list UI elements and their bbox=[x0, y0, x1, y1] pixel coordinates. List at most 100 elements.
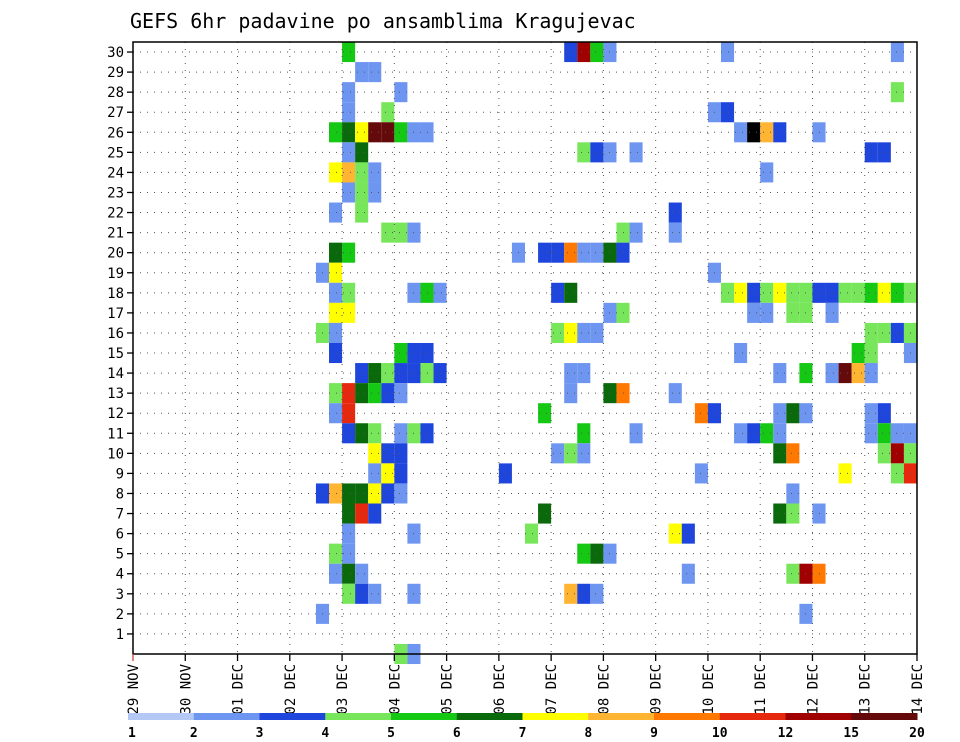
heatmap-cell bbox=[694, 463, 708, 484]
heatmap-cell bbox=[394, 423, 408, 444]
x-tick-label: 13 DEC bbox=[858, 664, 874, 715]
heatmap-cell bbox=[368, 162, 382, 183]
heatmap-cell bbox=[747, 282, 761, 303]
heatmap-cell bbox=[381, 443, 395, 464]
x-tick-label: 11 DEC bbox=[753, 664, 769, 715]
x-tick-label: 06 DEC bbox=[492, 664, 508, 715]
heatmap-cell bbox=[368, 503, 382, 524]
colorbar-swatch bbox=[719, 713, 786, 720]
heatmap-cell bbox=[355, 182, 369, 203]
heatmap-cell bbox=[355, 62, 369, 83]
colorbar-swatch bbox=[456, 713, 523, 720]
heatmap-cell bbox=[786, 302, 800, 323]
y-axis: 1234567891011121314151617181920212223242… bbox=[107, 45, 133, 643]
heatmap-cell bbox=[329, 383, 343, 404]
heatmap-cell bbox=[838, 363, 852, 384]
heatmap-cell bbox=[851, 342, 865, 364]
heatmap-cell bbox=[538, 403, 552, 424]
heatmap-cell bbox=[329, 322, 343, 343]
heatmap-cell bbox=[773, 443, 787, 464]
heatmap-cell bbox=[877, 142, 891, 163]
heatmap-cell bbox=[590, 543, 604, 564]
heatmap-cell bbox=[877, 423, 891, 444]
heatmap-cell bbox=[851, 282, 865, 303]
heatmap-cell bbox=[342, 583, 356, 604]
y-tick-label: 9 bbox=[116, 466, 124, 482]
heatmap-cell bbox=[342, 242, 356, 263]
x-tick-label: 10 DEC bbox=[701, 664, 717, 715]
heatmap-cell bbox=[864, 142, 878, 163]
heatmap-cell bbox=[890, 282, 904, 303]
y-tick-label: 30 bbox=[107, 45, 124, 61]
heatmap-cell bbox=[721, 102, 735, 123]
colorbar-label: 9 bbox=[650, 726, 658, 741]
heatmap-cell bbox=[381, 383, 395, 404]
heatmap-cell bbox=[864, 322, 878, 343]
heatmap-cell bbox=[368, 122, 382, 143]
heatmap-cell bbox=[564, 363, 578, 384]
heatmap-cell bbox=[368, 463, 382, 484]
colorbar-swatch bbox=[851, 713, 918, 720]
heatmap-cell bbox=[786, 503, 800, 524]
heatmap-cell bbox=[355, 503, 369, 524]
heatmap-cell bbox=[551, 443, 565, 464]
heatmap-cell bbox=[864, 282, 878, 303]
x-tick-label: 29 NOV bbox=[126, 663, 142, 714]
heatmap-cell bbox=[329, 342, 343, 364]
heatmap-cell bbox=[825, 302, 839, 323]
colorbar: 1 2 3 4 5 6 7 8 9 10 12 15 20 bbox=[128, 713, 925, 741]
heatmap-cell bbox=[747, 302, 761, 323]
heatmap-cell bbox=[551, 322, 565, 343]
heatmap-cell bbox=[368, 583, 382, 604]
y-tick-label: 25 bbox=[107, 145, 124, 161]
x-tick-label: 09 DEC bbox=[649, 664, 665, 715]
x-tick-label: 05 DEC bbox=[440, 664, 456, 715]
y-tick-label: 26 bbox=[107, 125, 124, 141]
y-tick-label: 23 bbox=[107, 185, 124, 201]
y-tick-label: 18 bbox=[107, 286, 124, 302]
heatmap-cell bbox=[773, 122, 787, 143]
x-tick-label: 03 DEC bbox=[335, 664, 351, 715]
heatmap-cell bbox=[355, 583, 369, 604]
heatmap-cell bbox=[734, 282, 748, 303]
heatmap-cell bbox=[864, 363, 878, 384]
heatmap-cell bbox=[342, 403, 356, 424]
heatmap-cell bbox=[877, 282, 891, 303]
heatmap-cell bbox=[355, 423, 369, 444]
heatmap-cell bbox=[342, 563, 356, 584]
grid-lines bbox=[133, 42, 917, 654]
heatmap-cell bbox=[786, 443, 800, 464]
heatmap-cell bbox=[786, 282, 800, 303]
heatmap-cell bbox=[394, 463, 408, 484]
heatmap-cell bbox=[590, 242, 604, 263]
y-tick-label: 5 bbox=[116, 547, 124, 563]
heatmap-cells bbox=[315, 42, 917, 665]
heatmap-cell bbox=[342, 182, 356, 203]
heatmap-cell bbox=[564, 383, 578, 404]
heatmap-cell bbox=[342, 423, 356, 444]
heatmap-cell bbox=[590, 322, 604, 343]
heatmap-cell bbox=[890, 322, 904, 343]
heatmap-cell bbox=[355, 162, 369, 183]
heatmap-cell bbox=[551, 282, 565, 303]
heatmap-cell bbox=[329, 122, 343, 143]
heatmap-cell bbox=[668, 523, 682, 544]
heatmap-cell bbox=[773, 282, 787, 303]
heatmap-cell bbox=[668, 383, 682, 404]
heatmap-cell bbox=[864, 342, 878, 364]
heatmap-cell bbox=[355, 142, 369, 163]
heatmap-cell bbox=[329, 262, 343, 283]
colorbar-swatch bbox=[325, 713, 392, 720]
heatmap-cell bbox=[668, 222, 682, 243]
heatmap-cell bbox=[890, 443, 904, 464]
heatmap-cell bbox=[342, 42, 356, 63]
y-tick-label: 6 bbox=[116, 527, 124, 543]
heatmap-cell bbox=[564, 322, 578, 343]
heatmap-cell bbox=[694, 403, 708, 424]
heatmap-cell bbox=[721, 282, 735, 303]
heatmap-cell bbox=[747, 122, 761, 143]
heatmap-cell bbox=[577, 42, 591, 63]
heatmap-cell bbox=[773, 503, 787, 524]
colorbar-label: 8 bbox=[584, 726, 592, 741]
heatmap-cell bbox=[368, 182, 382, 203]
